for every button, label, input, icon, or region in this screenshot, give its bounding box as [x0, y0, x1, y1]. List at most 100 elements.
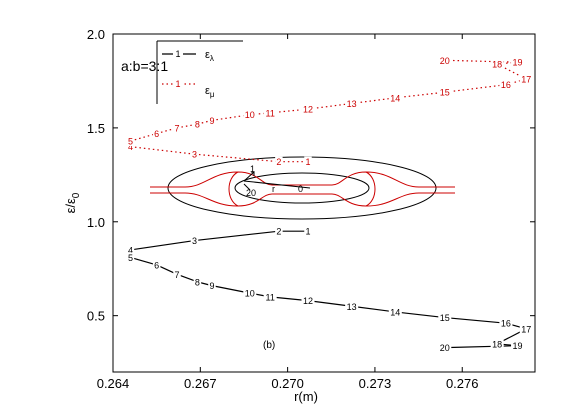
series-segment [351, 97, 396, 105]
series-segment [444, 84, 506, 93]
point-label: 7 [175, 123, 180, 133]
axes: 0.264 0.267 0.270 0.273 0.276 0.5 1.0 1.5 2.0 [87, 27, 535, 391]
point-label: 11 [265, 108, 274, 118]
point-label-bg [519, 323, 533, 334]
series-segment [307, 300, 352, 307]
point-label: 8 [195, 277, 200, 287]
panel-label: (b) [263, 340, 275, 351]
point-label-bg [438, 312, 452, 323]
point-label: 6 [154, 129, 159, 139]
point-label: 8 [195, 120, 200, 130]
point-label: 14 [390, 93, 400, 103]
inset-label-r: r [272, 184, 275, 194]
series-2: 4 3 2 1 [126, 141, 312, 167]
point-label-bg [126, 252, 135, 263]
point-label: 9 [209, 281, 214, 291]
series-0: 4 3 2 1 [126, 226, 312, 255]
point-label: 15 [440, 88, 450, 98]
point-label: 18 [492, 60, 502, 70]
point-label: 10 [245, 289, 255, 299]
series-segment [130, 256, 157, 266]
point-label-bg [275, 226, 283, 237]
point-label-bg [499, 318, 513, 329]
point-label-bg [511, 57, 525, 68]
point-label-bg [438, 87, 452, 98]
point-label-bg [304, 226, 312, 237]
point-label-bg [126, 244, 135, 255]
point-label-bg [345, 301, 359, 312]
point-label-bg [193, 119, 202, 130]
legend-label-lambda: ελ [205, 49, 214, 63]
point-label-bg [519, 74, 533, 85]
series-segment [194, 153, 279, 163]
x-tick-label: 0.264 [97, 376, 130, 391]
inset-label-1: 1 [250, 164, 255, 174]
point-label: 12 [303, 296, 313, 306]
point-label-bg [208, 280, 216, 291]
ratio-annotation: a:b=3:1 [121, 58, 168, 74]
series-segment [351, 305, 396, 313]
point-label: 11 [265, 292, 274, 302]
point-label: 19 [513, 58, 523, 68]
inset-diagram: 1 20 r 0 [150, 156, 455, 220]
point-label-bg [275, 156, 283, 167]
inset-outer-ellipse [167, 156, 437, 220]
point-label: 2 [276, 157, 281, 167]
legend: 1 ελ 1 εμ [156, 40, 243, 104]
y-tick-label: 1.0 [87, 215, 105, 230]
x-tick-label: 0.270 [271, 376, 304, 391]
point-label: 17 [521, 75, 531, 85]
point-label-bg [263, 291, 277, 302]
point-label-bg [126, 136, 135, 147]
point-label-bg [511, 340, 525, 351]
point-label: 5 [128, 253, 133, 263]
point-label: 7 [175, 270, 180, 280]
series-3: 5 6 7 8 9 10 11 12 13 14 15 16 17 18 19 20 [126, 55, 533, 147]
point-label-bg [190, 149, 199, 160]
point-label-bg [490, 338, 504, 349]
point-label-bg [126, 141, 135, 152]
point-label-bg [345, 98, 359, 109]
series-segment [444, 59, 518, 63]
series-segment [444, 345, 518, 349]
point-label-bg [499, 79, 513, 90]
point-label-bg [173, 269, 181, 280]
inset-label-20: 20 [246, 188, 256, 198]
point-label: 10 [245, 110, 255, 120]
point-label: 1 [305, 227, 310, 237]
series-segment [395, 91, 445, 99]
point-label: 13 [347, 99, 357, 109]
series-segment [444, 316, 506, 324]
point-label-bg [388, 92, 402, 103]
x-tick-label: 0.276 [446, 376, 479, 391]
point-label: 12 [303, 105, 313, 115]
y-tick-label: 1.5 [87, 121, 105, 136]
inset-inner-ellipse [234, 172, 370, 204]
point-label: 4 [128, 245, 133, 255]
point-label-bg [190, 235, 199, 246]
point-label-bg [438, 55, 452, 66]
series-segment [176, 123, 198, 129]
series-segment [130, 239, 195, 251]
point-label-bg [301, 104, 315, 115]
point-label: 16 [501, 80, 511, 90]
point-label: 18 [492, 339, 502, 349]
legend-marker-mu: 1 [175, 79, 180, 89]
point-label: 3 [192, 150, 197, 160]
point-label: 20 [440, 56, 450, 66]
point-label-bg [388, 306, 402, 317]
legend-label-mu: εμ [205, 85, 215, 99]
point-label: 2 [276, 227, 281, 237]
x-axis-title: r(m) [294, 389, 318, 404]
series-segment [249, 112, 271, 116]
point-label: 1 [305, 157, 310, 167]
point-label: 9 [209, 116, 214, 126]
series-segment [395, 311, 445, 319]
point-label-bg [193, 276, 202, 287]
x-tick-label: 0.267 [184, 376, 217, 391]
point-label: 19 [513, 341, 523, 351]
x-tick-label: 0.273 [359, 376, 392, 391]
legend-swatch-lambda-gap [173, 47, 183, 59]
